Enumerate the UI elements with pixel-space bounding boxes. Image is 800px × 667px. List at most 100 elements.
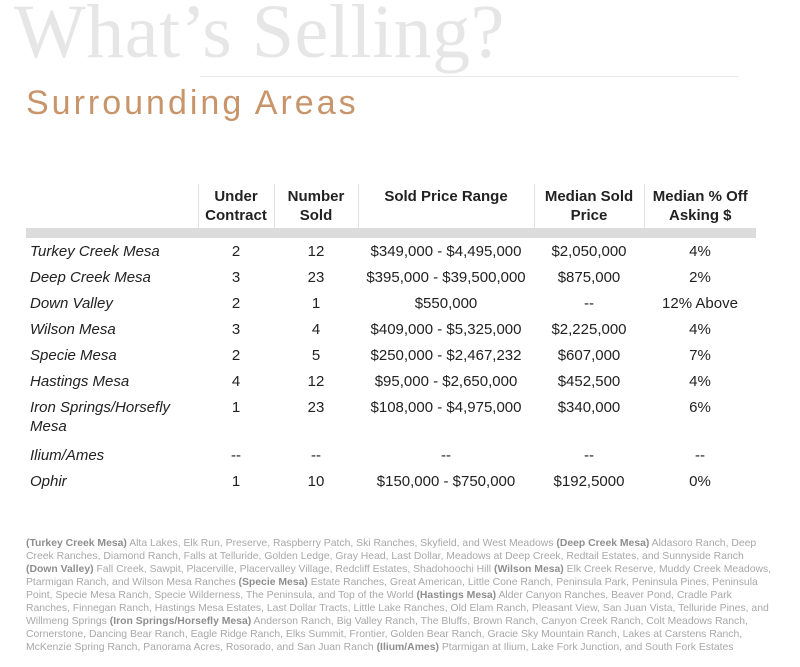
table-row: Turkey Creek Mesa 2 12 $349,000 - $4,495,00… <box>26 238 756 264</box>
number-sold-cell: 12 <box>307 242 325 260</box>
header-median-off-asking-line1: Median % Off <box>652 188 748 205</box>
median-price-cell: $607,000 <box>557 346 621 364</box>
area-cell: Ophir <box>30 472 67 490</box>
table-row: Down Valley 2 1 $550,000 -- 12% Above <box>26 290 756 316</box>
off-asking-cell: 4% <box>689 242 711 260</box>
footnote-area-list: Estate Ranches, Great American, Little C… <box>26 576 758 601</box>
price-range-cell: $250,000 - $2,467,232 <box>370 346 522 364</box>
number-sold-cell: 10 <box>307 472 325 490</box>
page-subtitle: Surrounding Areas <box>26 84 359 122</box>
area-cell: Specie Mesa <box>30 346 117 364</box>
footnote-area-list: Alta Lakes, Elk Run, Preserve, Raspberry… <box>126 538 557 549</box>
under-contract-cell: 2 <box>231 242 241 260</box>
area-cell: Wilson Mesa <box>30 320 116 338</box>
under-contract-cell: 2 <box>231 294 241 312</box>
median-price-cell: $192,5000 <box>553 472 625 490</box>
under-contract-cell: 1 <box>231 399 241 416</box>
area-cell: Hastings Mesa <box>30 372 130 390</box>
number-sold-cell: 5 <box>311 346 321 364</box>
under-contract-cell: -- <box>231 446 241 464</box>
footnote-area-list: Aldasoro Ranch, Deep Creek Ranches, Diam… <box>26 538 757 562</box>
number-sold-cell: -- <box>311 446 321 464</box>
number-sold-cell: 1 <box>311 294 321 312</box>
header-under-contract: Under Contract <box>197 184 274 228</box>
table-row: Specie Mesa 2 5 $250,000 - $2,467,232 $607,0… <box>26 342 756 368</box>
footnote-area-label: (Iron Springs/Horsefly Mesa) <box>109 615 252 627</box>
title-divider <box>200 76 738 77</box>
table-row: Deep Creek Mesa 3 23 $395,000 - $39,500,000… <box>26 264 756 290</box>
header-under-contract-line1: Under <box>214 188 258 205</box>
table-header-row: Under Contract Number Sold Sold Price Ra… <box>26 184 756 228</box>
header-median-off-asking-line2: Asking $ <box>668 207 732 224</box>
number-sold-cell: 23 <box>307 399 325 416</box>
header-median-off-asking: Median % Off Asking $ <box>643 184 756 228</box>
off-asking-cell: 7% <box>689 346 711 364</box>
under-contract-cell: 3 <box>231 268 241 286</box>
header-number-sold: Number Sold <box>273 184 358 228</box>
header-median-sold-price: Median Sold Price <box>533 184 644 228</box>
price-range-cell: $349,000 - $4,495,000 <box>370 242 522 260</box>
header-under-contract-line2: Contract <box>205 207 267 224</box>
price-range-cell: $108,000 - $4,975,000 <box>370 399 522 416</box>
footnote-area-list: Elk Creek Reserve, Muddy Creek Meadows, … <box>26 563 772 588</box>
area-cell: Down Valley <box>30 294 113 312</box>
off-asking-cell: 4% <box>689 320 711 338</box>
median-price-cell: -- <box>584 294 594 312</box>
under-contract-cell: 4 <box>231 372 241 390</box>
under-contract-cell: 3 <box>231 320 241 338</box>
median-price-cell: $452,500 <box>557 372 621 390</box>
median-price-cell: $875,000 <box>557 268 621 286</box>
table-body: Turkey Creek Mesa 2 12 $349,000 - $4,495,00… <box>26 238 756 494</box>
header-median-sold-price-line1: Median Sold <box>544 188 634 205</box>
median-price-cell: $2,050,000 <box>551 242 627 260</box>
under-contract-cell: 1 <box>231 472 241 490</box>
footnote-area-label: (Deep Creek Mesa) <box>556 538 650 549</box>
price-range-cell: $550,000 <box>414 294 478 312</box>
table-row: Hastings Mesa 4 12 $95,000 - $2,650,000 $452… <box>26 368 756 394</box>
median-price-cell: $340,000 <box>557 399 621 416</box>
footnote-area-list: Ptarmigan at Ilium, Lake Fork Junction, … <box>438 641 734 653</box>
footnote-area-label: (Specie Mesa) <box>238 576 308 588</box>
table-row: Wilson Mesa 3 4 $409,000 - $5,325,000 $2,225… <box>26 316 756 342</box>
footnote-area-label: (Turkey Creek Mesa) <box>26 538 127 549</box>
number-sold-cell: 23 <box>307 268 325 286</box>
off-asking-cell: -- <box>695 446 705 464</box>
sales-table: Under Contract Number Sold Sold Price Ra… <box>26 184 756 494</box>
footnote-area-label: (Ilium/Ames) <box>376 641 439 653</box>
header-band <box>26 228 756 238</box>
median-price-cell: -- <box>584 446 594 464</box>
off-asking-cell: 2% <box>689 268 711 286</box>
footnote-area-list: Anderson Ranch, Big Valley Ranch, The Bl… <box>26 615 748 653</box>
footnote-area-list: Alder Canyon Ranches, Beaver Pond, Cradl… <box>26 589 769 627</box>
off-asking-cell: 6% <box>689 399 711 416</box>
footnote-area-list: Fall Creek, Sawpit, Placerville, Placerv… <box>93 563 494 575</box>
off-asking-cell: 0% <box>689 472 711 490</box>
footnote-area-label: (Hastings Mesa) <box>416 589 497 601</box>
header-number-sold-line2: Sold <box>299 207 333 224</box>
area-cell: Deep Creek Mesa <box>30 268 151 286</box>
area-cell: Iron Springs/Horsefly Mesa <box>30 399 171 435</box>
table-row: Ophir 1 10 $150,000 - $750,000 $192,5000 0% <box>26 468 756 494</box>
off-asking-cell: 4% <box>689 372 711 390</box>
page-title: What’s Selling? <box>14 0 505 74</box>
area-cell: Turkey Creek Mesa <box>30 242 160 260</box>
price-range-cell: $95,000 - $2,650,000 <box>374 372 518 390</box>
footnote: (Turkey Creek Mesa) Alta Lakes, Elk Run,… <box>26 538 774 655</box>
table-row: Iron Springs/Horsefly Mesa 1 23 $108,000 - … <box>26 394 756 442</box>
price-range-cell: $150,000 - $750,000 <box>376 472 516 490</box>
number-sold-cell: 12 <box>307 372 325 390</box>
area-cell: Ilium/Ames <box>30 446 105 464</box>
footnote-area-label: (Wilson Mesa) <box>493 563 564 575</box>
header-median-sold-price-line2: Price <box>570 207 608 224</box>
price-range-cell: -- <box>441 446 451 464</box>
price-range-cell: $395,000 - $39,500,000 <box>366 268 526 286</box>
header-number-sold-line1: Number <box>287 188 345 205</box>
header-area <box>26 184 198 228</box>
table-row: Ilium/Ames -- -- -- -- -- <box>26 442 756 468</box>
footnote-area-label: (Down Valley) <box>26 563 94 575</box>
price-range-cell: $409,000 - $5,325,000 <box>370 320 522 338</box>
off-asking-cell: 12% Above <box>662 294 738 312</box>
number-sold-cell: 4 <box>311 320 321 338</box>
under-contract-cell: 2 <box>231 346 241 364</box>
median-price-cell: $2,225,000 <box>551 320 627 338</box>
